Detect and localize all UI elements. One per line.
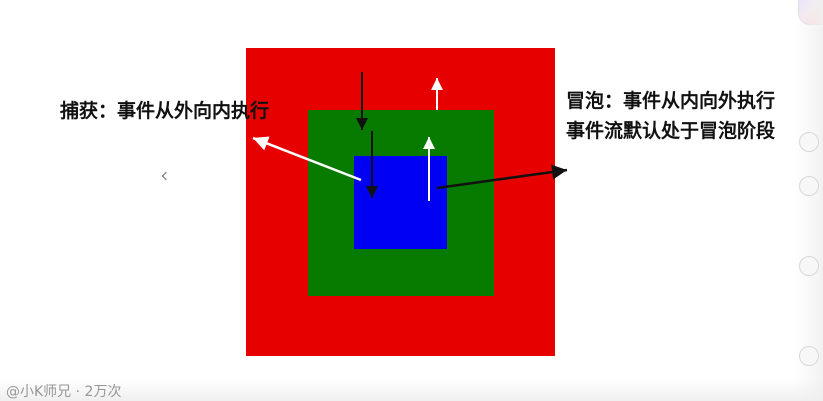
more-icon[interactable] xyxy=(799,346,819,366)
footer-watermark: @小K师兄 · 2万次 xyxy=(6,384,122,400)
cursor-icon xyxy=(161,171,171,181)
bottom-overlay: @小K师兄 · 2万次 xyxy=(0,379,823,401)
bubble-label-line-1: 冒泡：事件从内向外执行 xyxy=(566,90,776,112)
capture-label: 捕获：事件从外向内执行 xyxy=(60,100,270,122)
right-rail xyxy=(795,0,823,401)
bubble-label-line-2: 事件流默认处于冒泡阶段 xyxy=(566,120,776,142)
like-icon[interactable] xyxy=(799,132,819,152)
share-icon[interactable] xyxy=(799,256,819,276)
inner-box xyxy=(354,156,447,249)
comment-icon[interactable] xyxy=(799,176,819,196)
